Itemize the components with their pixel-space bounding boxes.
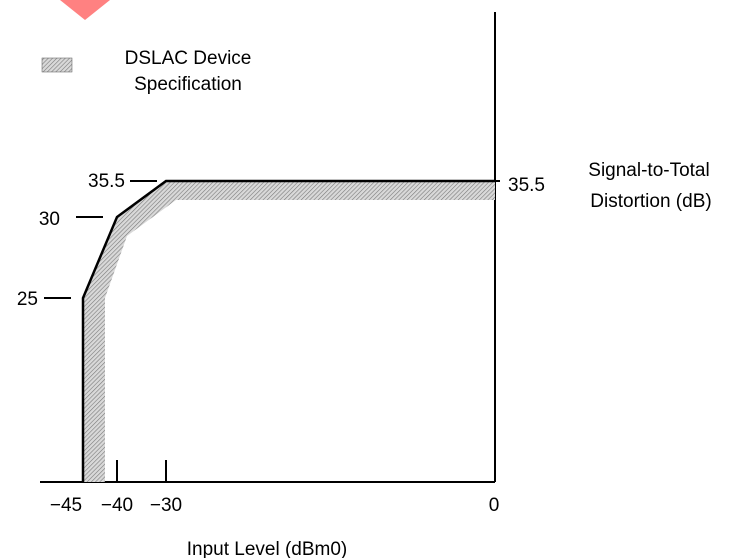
y-tick-label-25: 25 — [17, 289, 38, 310]
watermark-shape — [60, 0, 110, 20]
y-tick-label-right-35-5: 35.5 — [508, 175, 545, 196]
y-tick-label-35-5: 35.5 — [88, 171, 125, 192]
x-tick-label-minus-30: −30 — [150, 495, 182, 516]
y-ticks — [44, 180, 500, 299]
x-axis-label: Input Level (dBm0) — [187, 539, 348, 558]
x-tick-label-minus-40: −40 — [101, 495, 133, 516]
spec-band — [83, 181, 495, 482]
legend-label-line1: DSLAC Device — [125, 48, 252, 69]
legend: DSLAC Device Specification — [41, 48, 252, 95]
spec-line — [81, 179, 495, 482]
x-ticks — [82, 460, 496, 482]
plot-area — [81, 179, 495, 482]
y-axis-label-line1: Signal-to-Total — [588, 160, 709, 181]
y-tick-label-30: 30 — [39, 209, 60, 230]
x-tick-label-0: 0 — [489, 495, 500, 516]
x-tick-label-minus-45: −45 — [50, 495, 82, 516]
legend-swatch — [41, 57, 73, 73]
y-axis-label-line2: Distortion (dB) — [590, 191, 711, 212]
axes — [40, 12, 496, 483]
legend-label-line2: Specification — [134, 74, 242, 95]
